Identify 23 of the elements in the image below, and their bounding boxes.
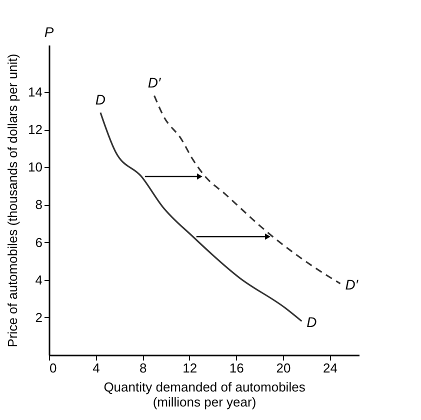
x-tick-label: 20 xyxy=(276,360,291,376)
x-tick-label: 24 xyxy=(323,360,338,376)
y-tick-label: 2 xyxy=(35,310,42,325)
y-axis-title: Price of automobiles (thousands of dollars per unit) xyxy=(5,54,20,348)
y-tick-label: 6 xyxy=(35,234,42,250)
series-label: D′ xyxy=(345,276,360,293)
x-tick-label: 8 xyxy=(139,360,147,376)
y-tick-label: 12 xyxy=(28,122,42,138)
x-axis-title: Quantity demanded of automobiles (millions per year) xyxy=(104,380,306,410)
y-tick-label: 14 xyxy=(28,84,42,100)
x-tick-label: 0 xyxy=(50,360,57,376)
y-tick-label: 10 xyxy=(28,160,42,175)
y-tick-label: 4 xyxy=(35,272,42,288)
line-series xyxy=(100,112,302,322)
x-tick-label: 16 xyxy=(229,360,244,376)
line-series xyxy=(153,94,342,284)
x-tick-label: 12 xyxy=(182,360,198,376)
text: D xyxy=(95,92,106,108)
y-tick-label: 8 xyxy=(35,197,42,212)
text: P xyxy=(44,24,54,40)
series-label: D xyxy=(306,314,317,330)
x-tick-label: 4 xyxy=(92,360,100,376)
text: D′ xyxy=(148,74,161,91)
